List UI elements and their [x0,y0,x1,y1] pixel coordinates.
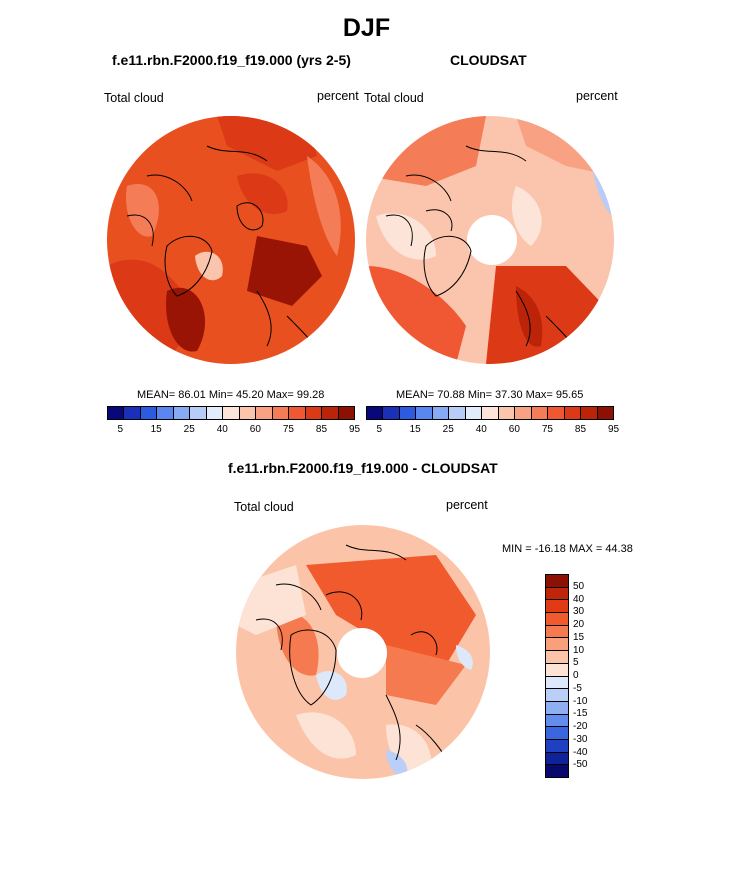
model-colorbar-tick-label: 25 [183,424,195,435]
model-colorbar-swatch [272,407,290,419]
diff-colorbar-swatch [546,676,568,690]
obs-colorbar-swatch [498,407,516,419]
obs-colorbar-tick-label: 5 [376,424,383,435]
model-colorbar-swatch [124,407,141,419]
diff-colorbar-tick-label: 20 [573,619,585,630]
model-colorbar-swatch [140,407,158,419]
model-colorbar-ticks: 5 15 25 40 60 75 85 95 [107,424,361,438]
model-colorbar-tick-label: 5 [117,424,124,435]
obs-colorbar [366,406,614,420]
model-panel-title: f.e11.rbn.F2000.f19_f19.000 (yrs 2-5) [112,52,351,68]
model-left-label: Total cloud [104,91,164,105]
obs-colorbar-swatch [449,407,466,419]
diff-colorbar-tick-label: 0 [573,670,579,681]
model-stats: MEAN= 86.01 Min= 45.20 Max= 99.28 [137,389,325,401]
diff-colorbar-tick-label: -40 [573,746,588,758]
diff-colorbar-tick-label: 15 [573,631,585,643]
diff-colorbar-tick-label: 10 [573,644,585,656]
obs-colorbar-tick-label: 85 [574,424,587,435]
model-colorbar-tick-label: 95 [349,424,361,435]
obs-stats: MEAN= 70.88 Min= 37.30 Max= 95.65 [396,389,584,401]
model-colorbar-swatch [108,407,125,419]
obs-left-label: Total cloud [364,91,424,105]
obs-colorbar-swatch [465,407,483,419]
obs-colorbar-swatch [399,407,417,419]
obs-colorbar-swatch [597,407,614,419]
obs-colorbar-swatch [432,407,450,419]
diff-colorbar [545,574,569,778]
model-colorbar-swatch [190,407,207,419]
main-title: DJF [342,14,391,42]
diff-colorbar-tick-label: -5 [573,682,582,694]
model-colorbar-swatch [322,407,339,419]
diff-panel-title: f.e11.rbn.F2000.f19_f19.000 - CLOUDSAT [228,460,498,476]
obs-colorbar-tick-label: 15 [409,424,421,435]
diff-colorbar-tick-label: -50 [573,759,588,771]
diff-polar-map [236,525,490,779]
diff-colorbar-swatch [546,739,568,753]
diff-colorbar-tick-label: 50 [573,580,585,592]
diff-colorbar-swatch [546,727,568,740]
obs-colorbar-tick-label: 95 [608,424,620,435]
model-colorbar-swatch [338,407,355,419]
diff-colorbar-swatch [546,765,568,777]
obs-colorbar-swatch [416,407,433,419]
diff-colorbar-swatch [546,752,568,766]
obs-colorbar-ticks: 5 15 25 40 60 75 85 95 [366,424,620,438]
model-colorbar-tick-label: 85 [315,424,328,435]
model-colorbar [107,406,355,420]
obs-panel-title: CLOUDSAT [450,52,527,68]
obs-colorbar-tick-label: 60 [508,424,520,435]
obs-colorbar-swatch [531,407,549,419]
diff-colorbar-swatch [546,714,568,728]
diff-colorbar-swatch [546,625,568,639]
diff-colorbar-swatch [546,613,568,626]
diff-right-label: percent [446,498,488,512]
diff-colorbar-tick-label: 30 [573,606,585,618]
diff-colorbar-tick-label: -30 [573,733,588,745]
model-colorbar-swatch [206,407,224,419]
diff-colorbar-swatch [546,701,568,715]
diff-colorbar-swatch [546,651,568,664]
diff-colorbar-tick-label: -20 [573,721,588,732]
model-colorbar-swatch [305,407,323,419]
model-colorbar-swatch [239,407,257,419]
diff-colorbar-tick-label: -10 [573,695,588,707]
obs-colorbar-swatch [383,407,400,419]
model-colorbar-tick-label: 40 [216,424,228,435]
obs-colorbar-tick-label: 75 [541,424,553,435]
obs-colorbar-swatch [367,407,384,419]
obs-colorbar-swatch [548,407,565,419]
diff-colorbar-swatch [546,600,568,614]
diff-minmax: MIN = -16.18 MAX = 44.38 [502,543,633,555]
model-polar-map [107,116,355,364]
diff-colorbar-swatch [546,663,568,677]
model-colorbar-tick-label: 15 [150,424,162,435]
obs-colorbar-tick-label: 25 [442,424,454,435]
obs-polar-map [366,116,614,364]
diff-colorbar-swatch [546,638,568,652]
model-colorbar-tick-label: 75 [282,424,294,435]
diff-colorbar-tick-label: -15 [573,708,588,720]
diff-colorbar-swatch [546,689,568,702]
obs-colorbar-tick-label: 40 [475,424,487,435]
model-right-label: percent [317,89,359,103]
model-colorbar-swatch [157,407,174,419]
obs-colorbar-swatch [564,407,582,419]
model-colorbar-swatch [223,407,240,419]
model-colorbar-tick-label: 60 [249,424,261,435]
model-colorbar-swatch [256,407,273,419]
diff-left-label: Total cloud [234,500,294,514]
obs-colorbar-swatch [515,407,532,419]
model-colorbar-swatch [173,407,191,419]
diff-colorbar-ticks: 50 40 30 20 15 10 5 0 -5 -10 -15 -20 -30 -40 -50 [573,574,613,778]
obs-colorbar-swatch [482,407,499,419]
diff-colorbar-swatch [546,575,568,588]
diff-colorbar-tick-label: 40 [573,593,585,605]
model-colorbar-swatch [289,407,306,419]
obs-colorbar-swatch [581,407,598,419]
obs-right-label: percent [576,89,618,103]
diff-colorbar-swatch [546,587,568,601]
diff-colorbar-tick-label: 5 [573,657,579,669]
